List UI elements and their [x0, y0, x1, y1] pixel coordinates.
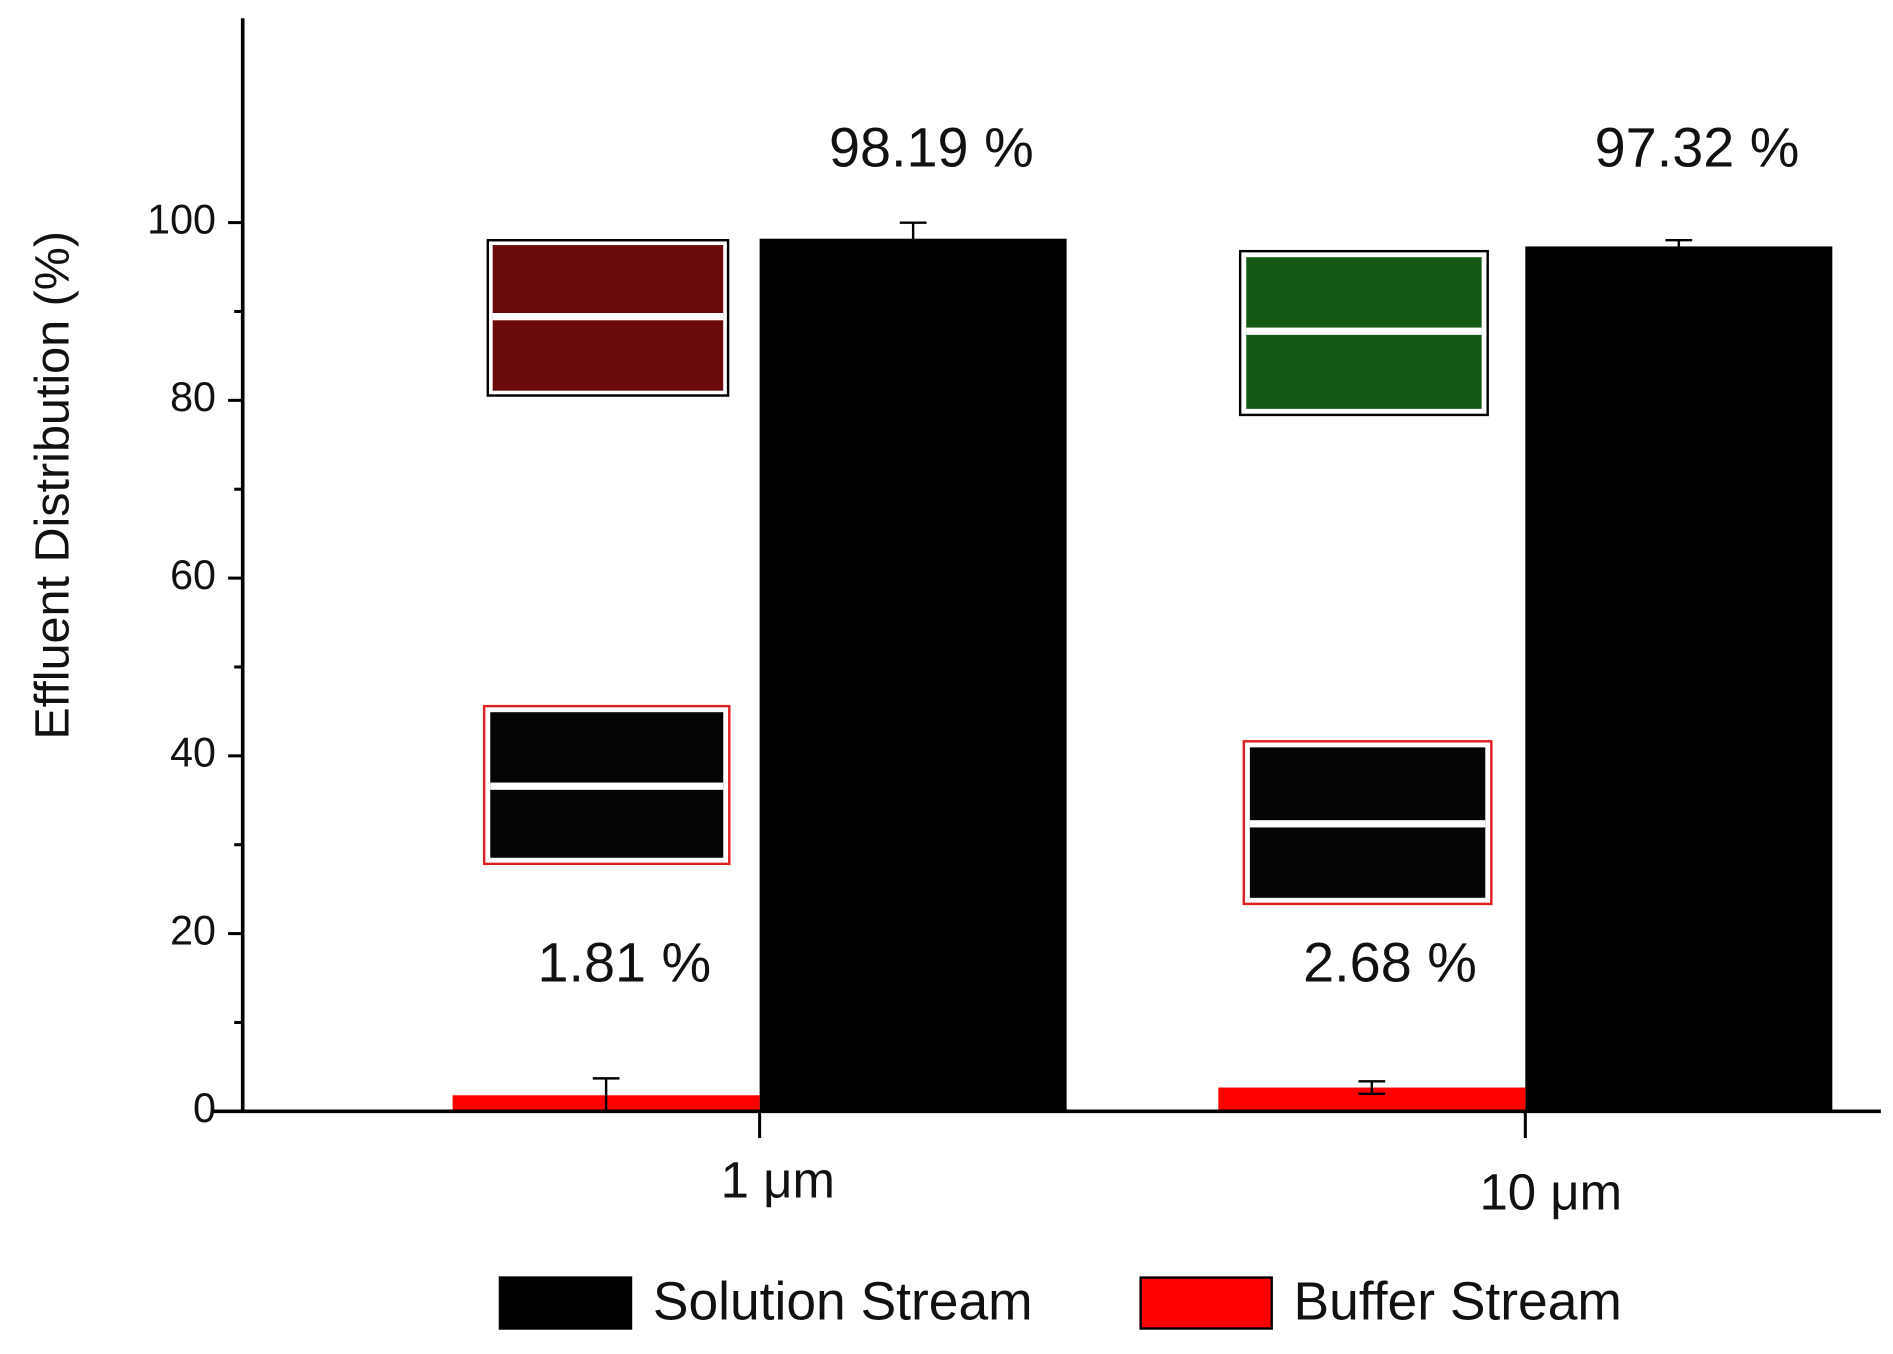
value-label: 97.32 %: [1595, 115, 1800, 178]
value-label: 1.81 %: [537, 931, 711, 994]
legend-swatch: [1139, 1276, 1273, 1330]
y-tick-label: 0: [193, 1085, 216, 1131]
value-label: 2.68 %: [1303, 931, 1477, 994]
inset-channel: [490, 782, 724, 790]
inset-channel: [1246, 327, 1482, 335]
bar: [1525, 246, 1833, 1112]
y-tick-label: 80: [170, 374, 216, 420]
inset-images: [482, 239, 1493, 906]
y-tick-label: 100: [147, 197, 216, 243]
y-tick-label: 60: [170, 552, 216, 598]
legend-label: Buffer Stream: [1294, 1273, 1622, 1332]
error-bar: [592, 1077, 620, 1112]
error-bar: [1358, 1080, 1386, 1095]
error-bar: [899, 221, 927, 256]
value-label: 98.19 %: [829, 115, 1034, 178]
error-bar: [1665, 238, 1693, 254]
legend-label: Solution Stream: [653, 1273, 1033, 1332]
y-tick-label: 20: [170, 907, 216, 953]
legend-swatch: [498, 1276, 633, 1330]
y-axis-title: Effluent Distribution (%): [26, 231, 80, 740]
inset-channel: [1249, 820, 1486, 828]
y-tick-label: 40: [170, 730, 216, 776]
bar: [1218, 1087, 1526, 1112]
x-tick-label: 10 μm: [1479, 1164, 1622, 1221]
inset-channel: [492, 313, 724, 321]
x-tick-label: 1 μm: [721, 1152, 835, 1209]
bar: [759, 238, 1067, 1112]
